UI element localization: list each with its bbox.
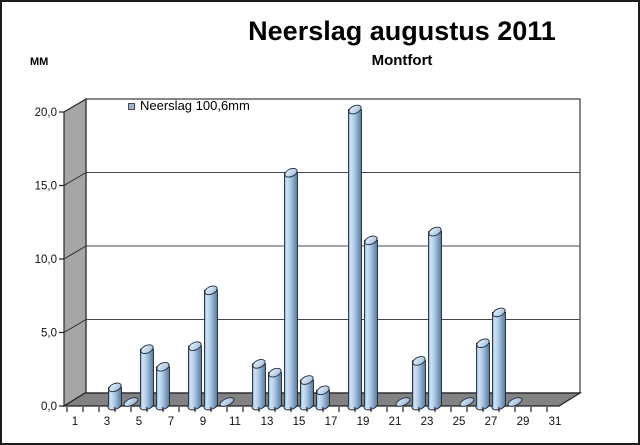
bar-top bbox=[412, 356, 426, 366]
bar-top bbox=[204, 285, 218, 296]
y-tick-label: 0,0 bbox=[41, 401, 57, 413]
x-tick-label: 29 bbox=[517, 416, 530, 428]
x-tick-label: 7 bbox=[168, 416, 174, 428]
bar-day-18 bbox=[347, 104, 362, 411]
flat-bar bbox=[123, 397, 139, 407]
bar-top bbox=[428, 226, 442, 237]
bar-top bbox=[348, 104, 362, 115]
flat-bar bbox=[219, 397, 235, 407]
x-tick-label: 5 bbox=[136, 416, 142, 428]
legend-label: Neerslag 100,6mm bbox=[140, 98, 250, 113]
bar-top bbox=[300, 375, 314, 385]
x-tick-label: 27 bbox=[485, 416, 498, 428]
legend-marker-icon bbox=[128, 102, 135, 110]
x-tick-label: 1 bbox=[72, 416, 78, 428]
y-tick-label: 5,0 bbox=[41, 328, 57, 340]
bar-body bbox=[139, 348, 154, 411]
x-tick-label: 25 bbox=[453, 416, 466, 428]
x-tick-label: 23 bbox=[421, 416, 434, 428]
x-tick-label: 31 bbox=[549, 416, 562, 428]
x-tick-label: 19 bbox=[357, 416, 370, 428]
side-wall-notch bbox=[63, 172, 87, 186]
bar-top bbox=[140, 344, 154, 354]
side-wall-gridline-notches bbox=[63, 98, 87, 333]
bar-day-6 bbox=[155, 361, 170, 411]
bar-day-10 bbox=[219, 397, 235, 407]
bar-day-4 bbox=[123, 397, 139, 407]
flat-bar bbox=[459, 397, 475, 407]
bar-day-25 bbox=[459, 397, 475, 407]
bar-top bbox=[316, 385, 330, 396]
bar-top bbox=[284, 167, 298, 178]
bar-body bbox=[427, 231, 442, 411]
bar-body bbox=[299, 379, 314, 411]
bar-body bbox=[315, 389, 330, 411]
chart-subtitle: Montfort bbox=[371, 52, 433, 69]
y-tick-label: 15,0 bbox=[35, 181, 57, 193]
bar-day-3 bbox=[107, 382, 122, 411]
bar-body bbox=[187, 345, 202, 411]
bars bbox=[107, 104, 523, 411]
x-tick-label: 13 bbox=[261, 416, 274, 428]
bar-body bbox=[203, 289, 218, 411]
side-wall-notch bbox=[63, 245, 87, 260]
bar-top bbox=[156, 361, 170, 372]
x-tick-label: 11 bbox=[229, 416, 241, 428]
bar-top bbox=[252, 359, 266, 369]
bar-day-5 bbox=[139, 344, 154, 411]
bar-day-26 bbox=[475, 338, 490, 411]
bar-top bbox=[492, 307, 506, 318]
chart-title: Neerslag augustus 2011 bbox=[248, 16, 556, 46]
bar-top bbox=[364, 235, 378, 246]
side-wall-notch bbox=[63, 319, 87, 333]
bar-body bbox=[491, 311, 506, 411]
y-axis: 0,0 5,0 10,0 15,0 20,0 bbox=[35, 107, 64, 413]
x-axis: 1 3 5 7 9 11 13 15 17 19 21 23 25 27 29 31 bbox=[66, 407, 562, 428]
bar-day-13 bbox=[267, 367, 282, 411]
bar-day-8 bbox=[187, 341, 202, 411]
bar-day-28 bbox=[507, 397, 523, 407]
bar-day-15 bbox=[299, 375, 314, 411]
bar-day-16 bbox=[315, 385, 330, 411]
bar-day-22 bbox=[411, 356, 426, 411]
bar-top bbox=[268, 367, 282, 378]
bar-day-14 bbox=[283, 167, 298, 411]
flat-bar bbox=[395, 397, 411, 407]
bar-body bbox=[411, 360, 426, 411]
bar-body bbox=[251, 363, 266, 411]
bar-top bbox=[188, 341, 202, 352]
bar-body bbox=[475, 342, 490, 411]
x-tick-label: 17 bbox=[325, 416, 338, 428]
bar-top bbox=[108, 382, 122, 393]
bar-day-27 bbox=[491, 307, 506, 411]
side-wall-notch bbox=[63, 98, 87, 113]
bar-body bbox=[363, 239, 378, 411]
bar-day-23 bbox=[427, 226, 442, 411]
bar-day-21 bbox=[395, 397, 411, 407]
y-tick-label: 10,0 bbox=[35, 254, 57, 266]
legend: Neerslag 100,6mm bbox=[128, 99, 250, 113]
x-tick-label: 21 bbox=[389, 416, 402, 428]
bar-body bbox=[347, 109, 362, 411]
y-axis-unit-label: MM bbox=[30, 56, 49, 68]
bar-top bbox=[476, 338, 490, 349]
bar-day-9 bbox=[203, 285, 218, 411]
x-tick-label: 3 bbox=[104, 416, 110, 428]
flat-bar bbox=[507, 397, 523, 407]
x-tick-label: 15 bbox=[293, 416, 306, 428]
bar-body bbox=[283, 172, 298, 411]
bar-day-12 bbox=[251, 359, 266, 411]
bar-body bbox=[107, 386, 122, 411]
bar-body bbox=[155, 366, 170, 411]
bar-day-19 bbox=[363, 235, 378, 411]
x-tick-label: 9 bbox=[200, 416, 206, 428]
bar-body bbox=[267, 372, 282, 411]
y-tick-label: 20,0 bbox=[35, 107, 57, 119]
